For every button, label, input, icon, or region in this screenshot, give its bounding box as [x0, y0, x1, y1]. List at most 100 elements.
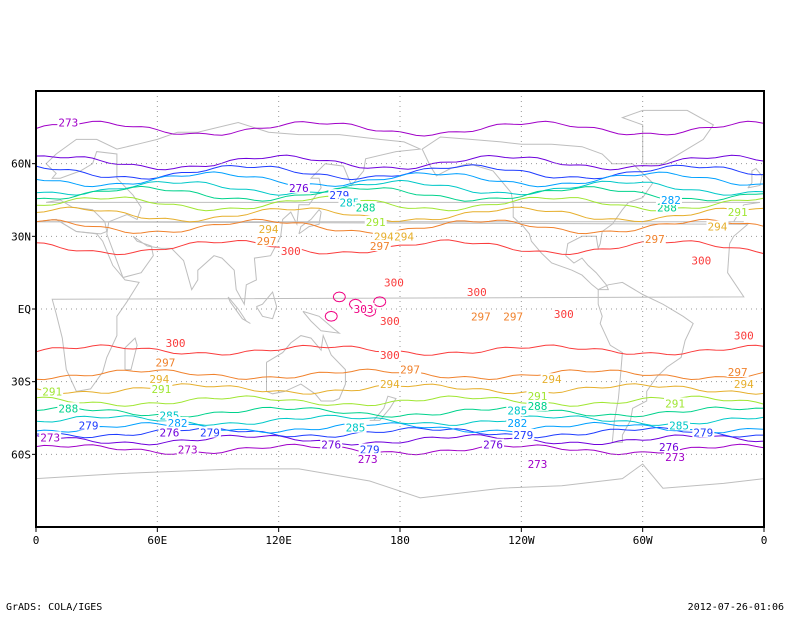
- contour-label: 273: [178, 443, 198, 456]
- contour-label: 300: [380, 315, 400, 328]
- contour-label: 282: [661, 194, 681, 207]
- contour-label-bg-13: [465, 286, 488, 298]
- contour-label-bg-56: [657, 441, 680, 453]
- coastline-11: [302, 310, 342, 334]
- contour-label: 276: [160, 427, 180, 440]
- contour-label-bg-50: [732, 329, 755, 341]
- contour-label: 300: [691, 255, 711, 268]
- contour-label-bg-12: [352, 303, 375, 314]
- contour-label-bg-24: [77, 419, 100, 431]
- contour-label: 285: [346, 422, 366, 435]
- coastlines: [35, 109, 765, 499]
- contour-label-bg-55: [692, 426, 715, 438]
- contour-label: 285: [507, 405, 527, 418]
- y-tick-label: EQ: [18, 303, 31, 316]
- contour-label-bg-33: [320, 438, 343, 450]
- coastline-13: [298, 208, 322, 235]
- contour-label-bg-15: [469, 310, 492, 322]
- contour-label-bg-9: [368, 240, 391, 252]
- coastline-1: [35, 218, 750, 392]
- contour-303-blob-0: [332, 291, 346, 303]
- contour-label-bg-0: [57, 116, 80, 128]
- contour-label-bg-7: [255, 235, 278, 247]
- contour-label-bg-30: [399, 363, 422, 375]
- contour-label-bg-22: [158, 409, 181, 421]
- contour-label-bg-10: [279, 244, 302, 256]
- contour-label: 279: [693, 427, 713, 440]
- contour-label-bg-19: [150, 382, 173, 394]
- contour-285-north: [35, 179, 765, 196]
- contour-label-bg-5: [364, 215, 387, 227]
- contour-label-bg-47: [726, 206, 749, 218]
- contour-label-bg-41: [512, 428, 535, 440]
- contour-label-bg-25: [158, 426, 181, 438]
- contour-label-bg-32: [344, 421, 367, 433]
- contour-label-bg-2: [328, 189, 351, 201]
- contour-279-south: [35, 426, 764, 439]
- contour-label: 273: [665, 451, 685, 464]
- contour-label: 279: [513, 429, 533, 442]
- contour-291-north: [35, 195, 765, 212]
- contour-label: 294: [259, 223, 279, 236]
- y-axis: 60N 30N EQ 30S 60S: [11, 158, 36, 461]
- contour-label: 297: [503, 310, 523, 323]
- contour-label: 282: [507, 417, 527, 430]
- x-tick-label: 0: [761, 534, 768, 547]
- contour-label: 300: [384, 276, 404, 289]
- contour-labels: 273 276 279 285 288 291 294 297 294 297 300 300 303 3…: [39, 116, 755, 471]
- contour-label-bg-58: [552, 307, 575, 319]
- contour-label: 300: [554, 308, 574, 321]
- contour-label: 291: [42, 385, 62, 398]
- contour-273-south: [35, 443, 765, 456]
- coastline-6: [620, 109, 715, 165]
- footer-credit: GrADS: COLA/IGES: [6, 602, 103, 613]
- x-axis: 0 60E 120E 180 120W 60W 0: [33, 527, 768, 547]
- contour-label-bg-21: [57, 402, 80, 414]
- contour-label: 294: [542, 373, 562, 386]
- contour-label-bg-36: [526, 390, 549, 402]
- contour-label-bg-28: [176, 443, 199, 455]
- contour-label: 288: [356, 201, 376, 214]
- contour-label-bg-6: [257, 223, 280, 235]
- contour-label-bg-43: [526, 458, 549, 470]
- contour-label-bg-11: [382, 276, 405, 288]
- contour-label-bg-39: [506, 404, 529, 416]
- contour-label: 291: [366, 216, 386, 229]
- contour-label: 297: [728, 366, 748, 379]
- contour-285-south: [35, 414, 765, 426]
- x-tick-label: 120W: [508, 534, 535, 547]
- contour-label: 297: [471, 310, 491, 323]
- x-tick-label: 0: [33, 534, 40, 547]
- contour-label-bg-57: [664, 450, 687, 462]
- contour-label-bg-1: [287, 181, 310, 193]
- x-tick-label: 180: [390, 534, 410, 547]
- contour-label-bg-37: [526, 399, 549, 411]
- contour-label-bg-60: [393, 230, 416, 242]
- lat-lon-grid: [36, 91, 764, 527]
- contour-label: 276: [483, 439, 503, 452]
- contour-label: 297: [155, 356, 175, 369]
- contour-303-blob-4: [373, 296, 387, 308]
- contour-label: 300: [281, 245, 301, 258]
- contour-label-bg-3: [338, 196, 361, 208]
- contour-label-bg-54: [668, 419, 691, 431]
- coastline-4: [421, 136, 654, 291]
- contour-label: 303: [354, 303, 374, 316]
- contour-label-bg-27: [39, 431, 62, 443]
- contour-label: 294: [380, 378, 400, 391]
- contour-288-north: [35, 185, 765, 202]
- contour-276-north: [35, 154, 765, 171]
- x-tick-label: 60W: [633, 534, 653, 547]
- contour-label: 297: [645, 233, 665, 246]
- contour-291-south: [35, 395, 765, 407]
- coastline-12: [747, 167, 763, 189]
- contour-label: 300: [166, 337, 186, 350]
- contour-label-bg-26: [198, 426, 221, 438]
- contour-label-bg-14: [378, 315, 401, 327]
- contour-label: 300: [734, 330, 754, 343]
- contour-label-bg-51: [726, 365, 749, 377]
- contour-label: 273: [58, 116, 78, 129]
- contour-label-bg-46: [706, 220, 729, 232]
- contour-294-north: [35, 206, 765, 223]
